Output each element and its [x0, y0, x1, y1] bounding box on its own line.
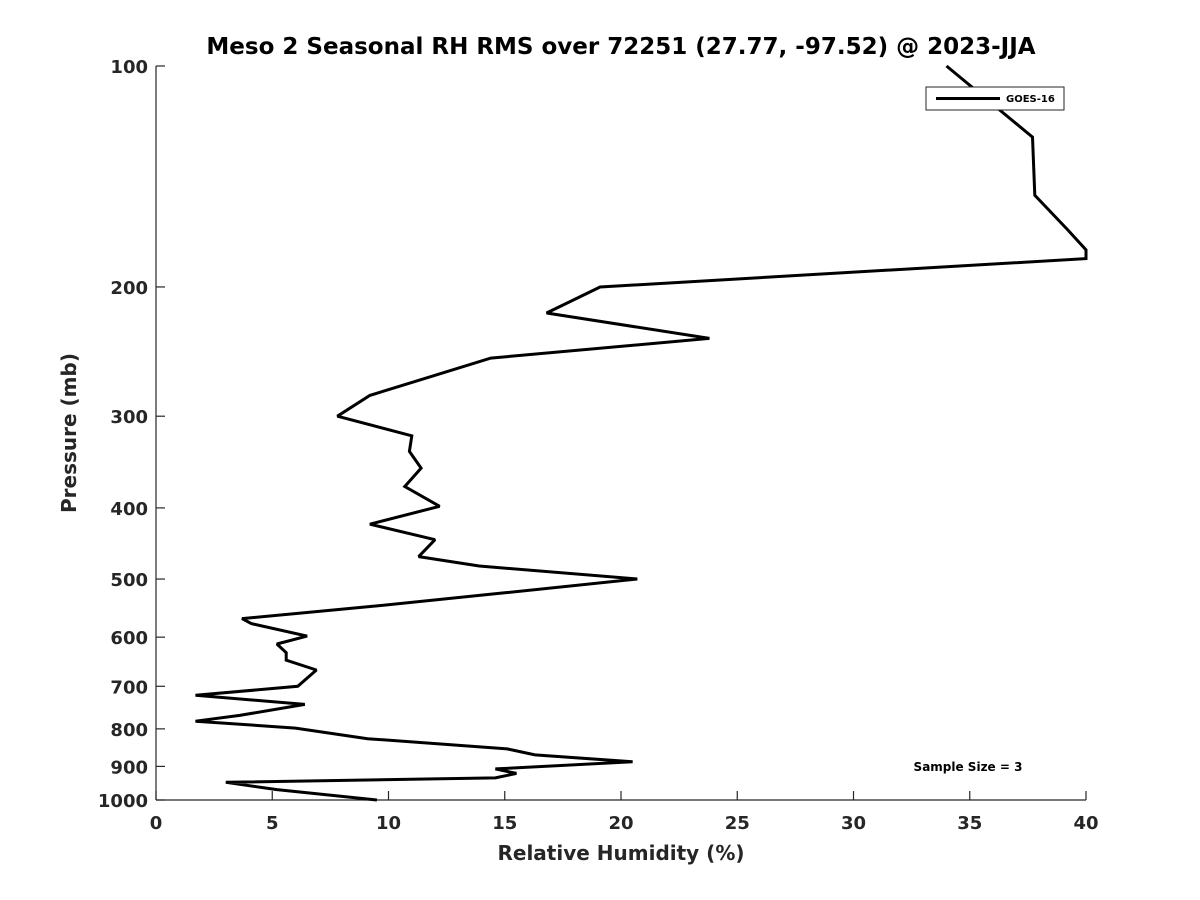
- x-tick-label: 30: [841, 813, 866, 834]
- y-tick-label: 700: [110, 677, 148, 698]
- y-tick-label: 200: [110, 278, 148, 299]
- x-axis-label: Relative Humidity (%): [497, 841, 744, 865]
- x-tick-label: 0: [150, 813, 163, 834]
- series-layer: [195, 64, 1088, 802]
- x-tick-label: 40: [1073, 813, 1098, 834]
- y-tick-label: 800: [110, 720, 148, 741]
- y-tick-label: 1000: [98, 791, 148, 812]
- y-axis-ticks: 100 200 300 400 500 600 700 800 900 1000: [98, 57, 165, 812]
- y-axis-label: Pressure (mb): [57, 353, 81, 513]
- x-tick-label: 20: [608, 813, 633, 834]
- x-axis-ticks: 0 5 10 15 20 25 30 35 40: [150, 791, 1099, 834]
- series-line-goes-16: [195, 64, 1088, 802]
- y-tick-label: 400: [110, 499, 148, 520]
- x-tick-label: 5: [266, 813, 279, 834]
- sample-size-annotation: Sample Size = 3: [914, 760, 1023, 774]
- legend-label-goes-16: GOES-16: [1006, 94, 1055, 105]
- x-tick-label: 15: [492, 813, 517, 834]
- y-tick-label: 600: [110, 628, 148, 649]
- x-tick-label: 25: [725, 813, 750, 834]
- x-tick-label: 10: [376, 813, 401, 834]
- chart-title: Meso 2 Seasonal RH RMS over 72251 (27.77…: [206, 34, 1035, 60]
- legend: GOES-16: [925, 86, 1065, 111]
- y-tick-label: 500: [110, 570, 148, 591]
- y-tick-label: 100: [110, 57, 148, 78]
- y-tick-label: 900: [110, 757, 148, 778]
- x-tick-label: 35: [957, 813, 982, 834]
- plot-axes: [155, 66, 1086, 801]
- y-tick-label: 300: [110, 407, 148, 428]
